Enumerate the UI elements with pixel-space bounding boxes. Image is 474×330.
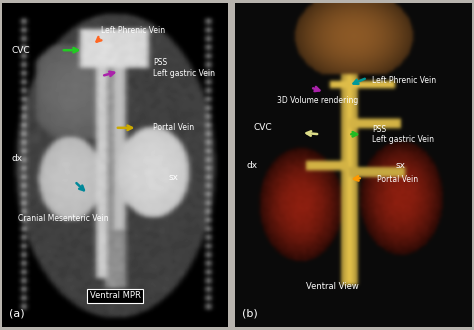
- Text: Portal Vein: Portal Vein: [153, 123, 194, 132]
- Text: CVC: CVC: [254, 123, 272, 132]
- Text: (b): (b): [242, 309, 257, 319]
- Text: Ventral View: Ventral View: [306, 282, 358, 291]
- Text: Ventral MPR: Ventral MPR: [90, 291, 140, 301]
- Text: Portal Vein: Portal Vein: [377, 175, 418, 184]
- Text: 3D Volume rendering: 3D Volume rendering: [277, 96, 358, 105]
- Text: CVC: CVC: [11, 46, 30, 55]
- Text: Left Phrenic Vein: Left Phrenic Vein: [372, 77, 436, 85]
- Text: Left Phrenic Vein: Left Phrenic Vein: [101, 26, 165, 35]
- Text: sx: sx: [396, 160, 406, 170]
- Text: (a): (a): [9, 309, 25, 319]
- Text: dx: dx: [246, 160, 257, 170]
- Text: dx: dx: [11, 154, 22, 163]
- Text: PSS
Left gastric Vein: PSS Left gastric Vein: [372, 125, 434, 144]
- Text: sx: sx: [169, 174, 179, 182]
- Text: Cranial Mesenteric Vein: Cranial Mesenteric Vein: [18, 214, 109, 223]
- Text: PSS
Left gastric Vein: PSS Left gastric Vein: [153, 58, 215, 78]
